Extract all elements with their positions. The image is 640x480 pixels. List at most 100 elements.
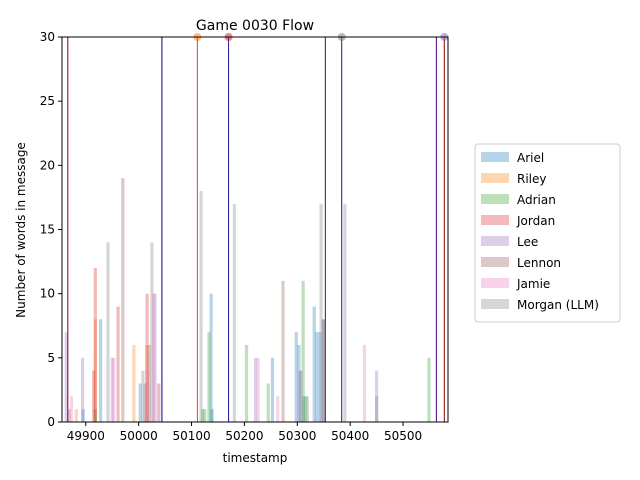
- x-tick-label-50000: 50000: [120, 429, 158, 443]
- bar-lee-1: [67, 409, 71, 422]
- bar-ariel-7: [297, 345, 301, 422]
- legend-label-riley: Riley: [517, 172, 547, 186]
- legend-label-ariel: Ariel: [517, 151, 544, 165]
- y-tick-label-15: 15: [40, 223, 55, 237]
- bar-lee-0: [64, 332, 68, 422]
- bar-ariel-8: [302, 396, 306, 422]
- bar-lennon-2: [147, 345, 151, 422]
- bar-riley-2: [132, 345, 136, 422]
- bar-morgan-llm-9: [375, 396, 379, 422]
- bar-morgan-llm-7: [319, 203, 323, 422]
- bar-adrian-4: [244, 345, 249, 422]
- legend-swatch-jamie: [481, 278, 509, 288]
- bar-ariel-10: [315, 332, 319, 422]
- bar-adrian-3: [207, 332, 211, 422]
- y-tick-label-20: 20: [40, 158, 55, 172]
- x-tick-label-50100: 50100: [172, 429, 210, 443]
- bar-morgan-llm-8: [343, 203, 347, 422]
- x-tick-label-50500: 50500: [384, 429, 422, 443]
- bar-adrian-7: [304, 396, 308, 422]
- bar-ariel-5: [270, 357, 275, 422]
- bar-jordan-0: [92, 370, 96, 422]
- legend-box: [474, 143, 621, 323]
- bar-jamie-2: [146, 370, 150, 422]
- bar-jordan-2: [116, 306, 120, 422]
- bar-lennon-4: [322, 319, 326, 422]
- bar-morgan-llm-6: [305, 396, 309, 422]
- bar-ariel-12: [321, 319, 325, 422]
- bar-ariel-6: [294, 332, 298, 422]
- legend-swatch-lennon: [481, 257, 509, 267]
- bar-jamie-3: [151, 293, 156, 422]
- y-tick-label-5: 5: [47, 351, 55, 365]
- legend-swatch-morgan-llm: [481, 299, 509, 309]
- bar-ariel-4: [210, 409, 214, 422]
- bar-jordan-3: [145, 293, 149, 422]
- y-axis-label: Number of words in message: [14, 142, 28, 318]
- bar-lee-6: [298, 370, 302, 422]
- bar-riley-0: [74, 409, 78, 422]
- bar-adrian-2: [203, 409, 207, 422]
- bar-lennon-1: [143, 383, 147, 422]
- bar-morgan-llm-4: [232, 203, 236, 422]
- legend-label-lennon: Lennon: [517, 256, 561, 270]
- legend-label-lee: Lee: [517, 235, 538, 249]
- legend-label-morgan-llm: Morgan (LLM): [517, 298, 599, 312]
- legend-label-adrian: Adrian: [517, 193, 556, 207]
- bar-jordan-4: [157, 383, 161, 422]
- y-tick-label-25: 25: [40, 94, 55, 108]
- x-axis-label: timestamp: [223, 451, 288, 465]
- bar-morgan-llm-0: [106, 242, 110, 422]
- legend-swatch-jordan: [481, 215, 509, 225]
- bar-ariel-1: [99, 319, 103, 422]
- axes: 49900 50000 50100 50200 50300 50400 50500 0 5 10 1…: [40, 30, 449, 443]
- bar-adrian-6: [301, 280, 305, 422]
- bar-lee-5: [253, 357, 258, 422]
- bar-morgan-llm-5: [299, 370, 303, 422]
- bar-lennon-3: [281, 280, 285, 422]
- legend-swatch-adrian: [481, 194, 509, 204]
- x-tick-label-49900: 49900: [67, 429, 105, 443]
- bar-jamie-6: [362, 345, 367, 422]
- x-tick-label-50300: 50300: [278, 429, 316, 443]
- bar-jamie-0: [69, 396, 74, 422]
- event-lines: [67, 33, 449, 422]
- bar-ariel-0: [81, 409, 85, 422]
- plot-area: [64, 178, 431, 422]
- legend-label-jamie: Jamie: [516, 277, 550, 291]
- legend-swatch-riley: [481, 173, 509, 183]
- y-tick-label-0: 0: [47, 415, 55, 429]
- bar-ariel-9: [312, 306, 316, 422]
- bar-jamie-1: [112, 357, 116, 422]
- legend: Ariel Riley Adrian Jordan Lee Lennon Jamie Morg…: [474, 143, 621, 323]
- bar-adrian-0: [93, 409, 97, 422]
- y-tick-label-30: 30: [40, 30, 55, 44]
- legend-swatch-lee: [481, 236, 509, 246]
- bar-ariel-11: [318, 332, 322, 422]
- bar-morgan-llm-1: [141, 370, 145, 422]
- bar-riley-3: [145, 345, 149, 422]
- bar-morgan-llm-2: [150, 242, 154, 422]
- chart-title: Game 0030 Flow: [196, 18, 314, 34]
- bar-jordan-1: [93, 268, 97, 422]
- bar-lee-7: [375, 370, 379, 422]
- bar-adrian-5: [266, 383, 270, 422]
- bar-jamie-5: [276, 396, 280, 422]
- x-tick-label-50200: 50200: [225, 429, 263, 443]
- bar-lee-3: [110, 357, 114, 422]
- bar-adrian-1: [201, 409, 205, 422]
- bar-lee-2: [81, 357, 85, 422]
- bar-jamie-4: [256, 357, 260, 422]
- bar-lee-4: [153, 293, 157, 422]
- bar-morgan-llm-3: [199, 191, 203, 422]
- x-tick-label-50400: 50400: [331, 429, 369, 443]
- y-tick-label-10: 10: [40, 287, 55, 301]
- legend-label-jordan: Jordan: [516, 214, 555, 228]
- legend-swatch-ariel: [481, 152, 509, 162]
- bar-ariel-3: [209, 293, 213, 422]
- bar-ariel-2: [138, 383, 142, 422]
- bar-lennon-0: [121, 178, 125, 422]
- bar-riley-1: [93, 319, 97, 422]
- bar-adrian-8: [427, 357, 431, 422]
